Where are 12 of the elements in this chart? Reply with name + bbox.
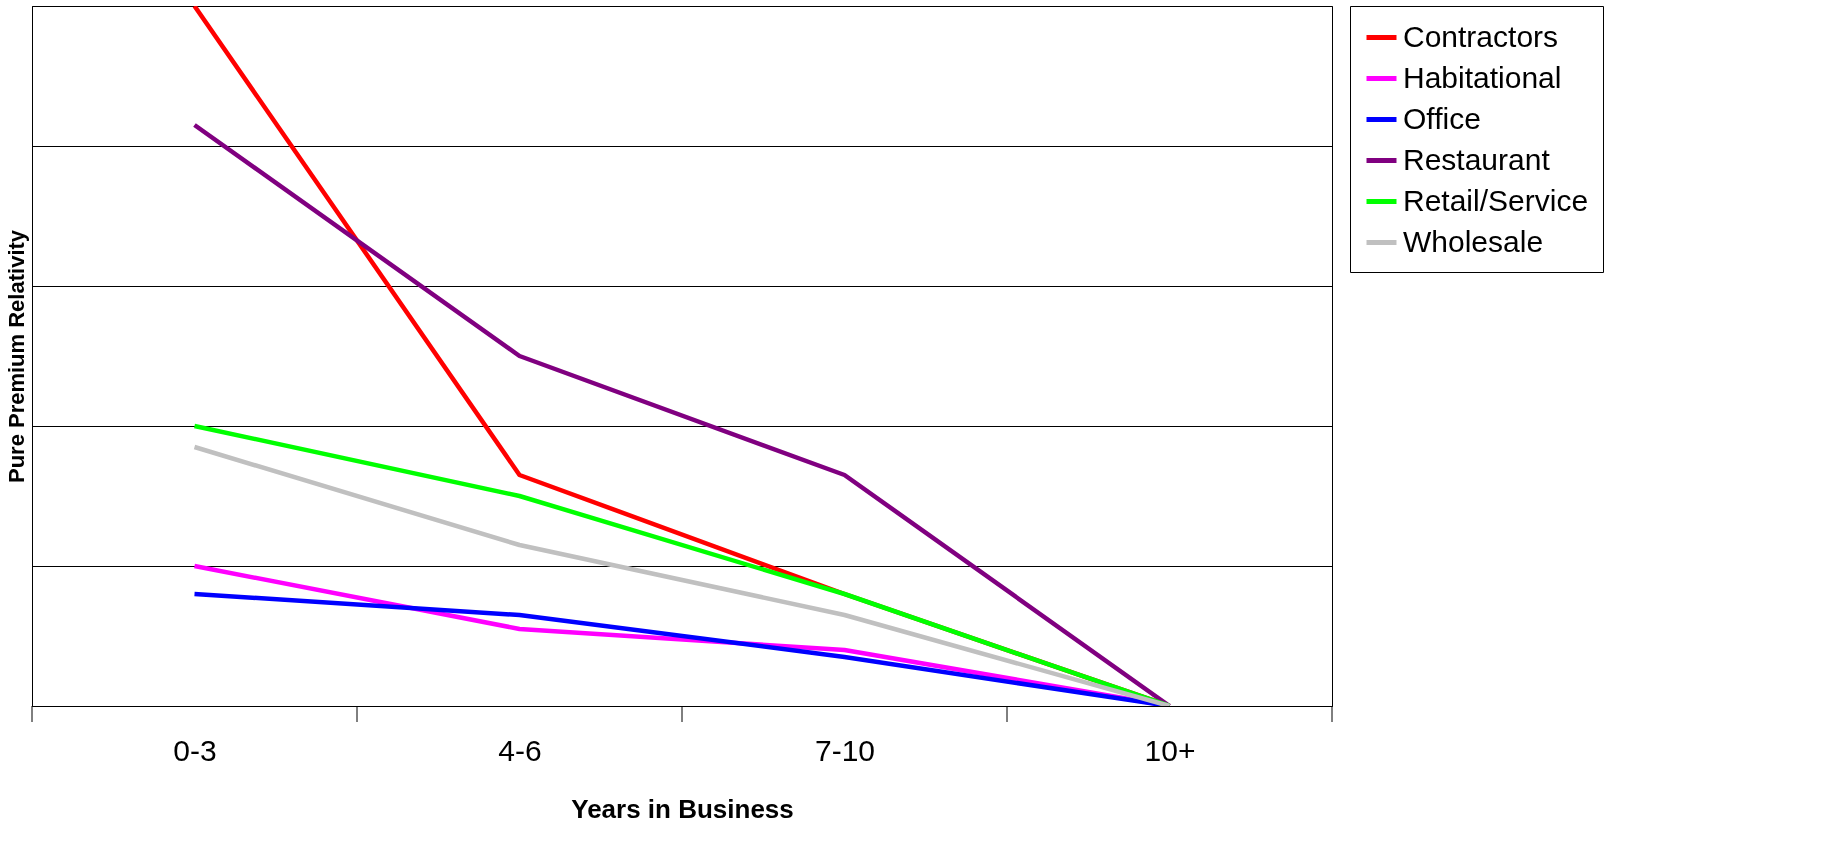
y-axis-title: Pure Premium Relativity: [3, 229, 29, 484]
x-tick-label: 4-6: [498, 733, 542, 767]
legend-label: Office: [1403, 101, 1481, 135]
x-tick-label: 7-10: [814, 733, 876, 767]
legend-label: Contractors: [1403, 19, 1559, 53]
x-tick-label: 0-3: [173, 733, 217, 767]
x-axis-title: Years in Business: [571, 793, 794, 824]
legend-label: Retail/Service: [1403, 183, 1589, 217]
x-tick-label: 10+: [1144, 733, 1196, 767]
legend-label: Wholesale: [1403, 224, 1544, 258]
legend-label: Restaurant: [1403, 142, 1551, 176]
legend-label: Habitational: [1403, 60, 1562, 94]
